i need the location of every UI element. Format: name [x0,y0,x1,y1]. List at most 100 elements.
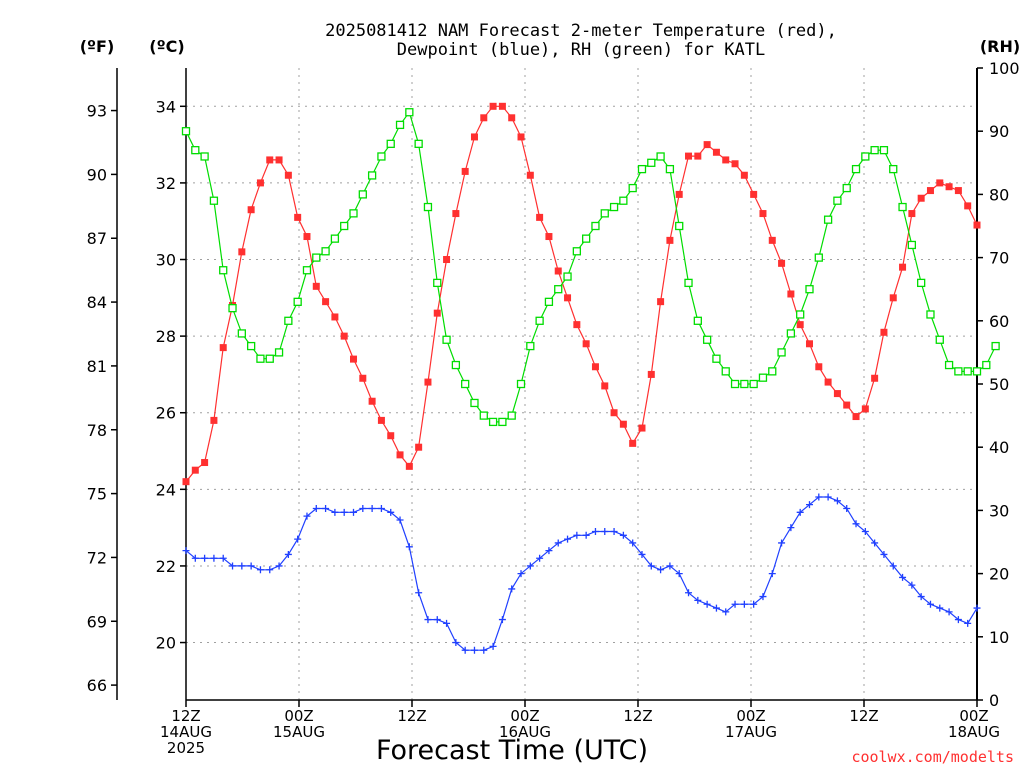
dewpoint-point [936,604,944,612]
temperature-point [852,413,860,421]
dewpoint-point [582,531,590,539]
celsius-tick-label: 24 [156,480,176,499]
temperature-point [712,148,720,156]
rh-tick-label: 70 [989,249,1009,268]
dewpoint-point [796,508,804,516]
rh-point [302,266,312,275]
temperature-point [238,248,246,256]
temperature-point [740,171,748,179]
rh-point [451,360,461,370]
temperature-point [582,340,590,348]
temperature-point [647,370,655,378]
rh-point [219,266,228,275]
rh-point [600,209,609,218]
rh-point [312,253,321,262]
celsius-tick-label: 22 [156,557,176,576]
temperature-point [861,405,869,413]
rh-point [386,139,395,148]
temperature-point [275,156,283,164]
temperature-point [415,443,423,451]
rh-point [637,164,647,174]
temperature-point [908,210,916,218]
celsius-unit-label: (ºC) [149,37,184,56]
rh-point [740,379,749,389]
temperature-point [554,267,562,275]
fahrenheit-tick-label: 72 [87,548,107,567]
dewpoint-point [526,562,534,570]
rh-point [619,196,628,205]
rh-point [963,367,972,376]
celsius-tick-label: 32 [156,174,176,193]
rh-tick-label: 10 [989,628,1009,647]
rh-point [256,354,265,363]
rh-point [758,373,768,382]
rh-point [833,196,842,205]
fahrenheit-tick-label: 81 [87,357,107,376]
rh-point [200,152,209,161]
temperature-point [880,328,888,336]
dewpoint-point [861,527,869,535]
temperature-point [461,167,469,175]
fahrenheit-tick-label: 87 [87,229,107,248]
fahrenheit-unit-label: (ºF) [80,37,115,56]
rh-point [842,183,851,193]
rh-point [749,379,758,389]
temperature-point [303,233,311,241]
rh-point [544,297,554,306]
x-tick-label: 14AUG [160,723,212,741]
temperature-point [768,236,776,244]
dewpoint-point [843,504,851,512]
rh-point [265,354,274,363]
celsius-tick-label: 20 [156,634,176,653]
rh-tick-label: 60 [989,312,1009,331]
dewpoint-point [740,600,748,608]
rh-point [907,240,917,250]
temperature-point [377,416,385,424]
temperature-point [433,309,441,317]
dewpoint-point [322,504,330,512]
rh-point [665,164,675,174]
rh-point [768,367,777,376]
temperature-point [470,133,478,141]
dewpoint-point [498,616,506,624]
rh-point [358,190,367,199]
fahrenheit-tick-label: 78 [87,421,107,440]
temperature-point [526,171,534,179]
chart-title-line-2: Dewpoint (blue), RH (green) for KATL [397,40,765,60]
rh-point [786,329,796,338]
fahrenheit-tick-label: 90 [87,165,107,184]
dewpoint-point [675,570,683,578]
dewpoint-point [731,600,739,608]
dewpoint-point [554,539,562,547]
dewpoint-point [443,619,451,627]
rh-point [889,164,898,174]
temperature-point [675,190,683,198]
rh-point [777,348,786,357]
temperature-point [247,206,255,214]
rh-point [647,158,656,167]
temperature-point [815,363,823,371]
temperature-point [387,432,395,440]
dewpoint-point [433,616,441,624]
rh-point [972,367,982,376]
temperature-point [657,298,665,306]
temperature-point [201,459,209,467]
axes [111,67,983,707]
temperature-point [666,236,674,244]
rh-tick-label: 100 [989,59,1020,78]
fahrenheit-tick-label: 84 [87,293,107,312]
x-tick-label: 2025 [167,739,205,757]
x-tick-label: 18AUG [948,723,1000,741]
rh-point [367,171,377,180]
x-tick-label: 00Z [510,707,539,725]
dewpoint-point [238,562,246,570]
dewpoint-point [750,600,758,608]
temperature-point [610,409,618,417]
rh-point [944,360,954,370]
temperature-point [573,321,581,329]
dewpoint-point [973,604,981,612]
rh-line [185,110,997,423]
dewpoint-point [480,646,488,654]
temperature-point [750,190,758,198]
dewpoint-point [229,562,237,570]
